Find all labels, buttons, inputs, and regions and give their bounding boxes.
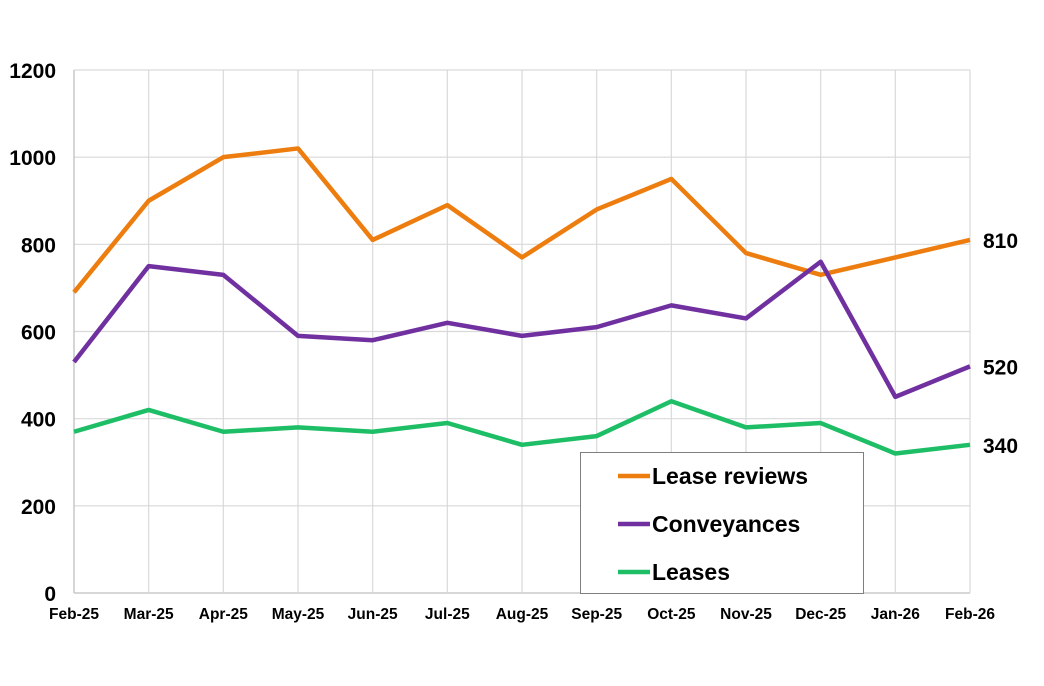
end-labels: 810 520 340 bbox=[983, 230, 1018, 458]
x-axis-ticks: Feb-25 Mar-25 Apr-25 May-25 Jun-25 Jul-25 Aug-… bbox=[49, 606, 995, 623]
end-value-label: 340 bbox=[983, 435, 1018, 458]
end-value-label: 810 bbox=[983, 230, 1018, 253]
x-tick-label: Jul-25 bbox=[425, 606, 470, 623]
x-tick-label: Aug-25 bbox=[496, 606, 549, 623]
x-tick-label: Apr-25 bbox=[199, 606, 248, 623]
x-tick-label: Mar-25 bbox=[124, 606, 174, 623]
x-tick-label: Oct-25 bbox=[647, 606, 696, 623]
series-lines bbox=[72, 146, 971, 456]
y-tick-label: 1200 bbox=[9, 60, 56, 83]
y-tick-label: 0 bbox=[44, 583, 56, 606]
y-tick-label: 1000 bbox=[9, 147, 56, 170]
x-tick-label: May-25 bbox=[272, 606, 325, 623]
series-line-conveyances bbox=[72, 259, 971, 400]
y-axis-ticks: 0 200 400 600 800 1000 1200 bbox=[9, 60, 56, 606]
legend-label: Leases bbox=[652, 559, 730, 585]
legend: Lease reviews Conveyances Leases bbox=[580, 452, 864, 594]
x-tick-label: Jan-26 bbox=[871, 606, 920, 623]
y-tick-label: 400 bbox=[21, 409, 56, 432]
y-tick-label: 600 bbox=[21, 322, 56, 345]
legend-label: Lease reviews bbox=[652, 463, 808, 489]
x-tick-label: Nov-25 bbox=[720, 606, 772, 623]
x-tick-label: Feb-26 bbox=[945, 606, 995, 623]
end-value-label: 520 bbox=[983, 356, 1018, 379]
x-tick-label: Jun-25 bbox=[348, 606, 398, 623]
series-line-leases bbox=[73, 398, 971, 456]
x-tick-label: Feb-25 bbox=[49, 606, 99, 623]
y-tick-label: 800 bbox=[21, 234, 56, 257]
legend-label: Conveyances bbox=[652, 511, 800, 537]
x-tick-label: Dec-25 bbox=[795, 606, 846, 623]
x-tick-label: Sep-25 bbox=[571, 606, 622, 623]
series-line-lease-reviews bbox=[72, 146, 971, 294]
y-tick-label: 200 bbox=[21, 496, 56, 519]
